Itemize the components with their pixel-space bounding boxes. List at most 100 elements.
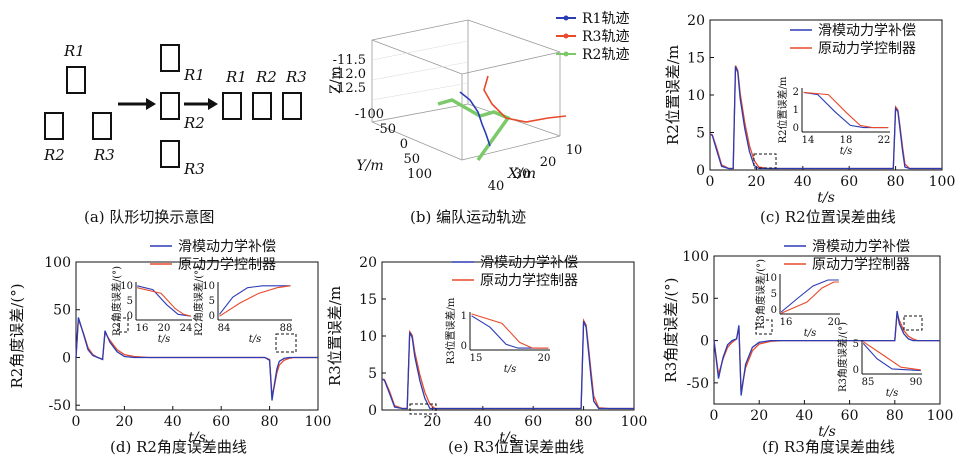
z-tick-label: -11.5	[333, 53, 366, 68]
inset-curve	[219, 285, 291, 315]
plot-frame-d	[75, 261, 319, 411]
inset-x-tick-label: 15	[470, 353, 483, 364]
y-axis-label: R2位置误差/m	[664, 45, 682, 145]
zoom-box	[275, 333, 297, 353]
inset-x-label: t/s	[840, 146, 853, 157]
legend-marker	[563, 33, 569, 39]
legend-entry: 原动力学控制器	[812, 257, 910, 273]
robot-r2-icon	[160, 92, 180, 120]
x-tick-label: 20	[540, 155, 557, 170]
y-tick-label: 5	[696, 126, 705, 142]
robot-r2-icon	[44, 112, 64, 140]
x-tick-label: 40	[795, 408, 813, 424]
x-tick-label: 100	[305, 414, 332, 430]
arrow-right-icon	[118, 98, 156, 110]
z-tick-label: -12.5	[333, 81, 366, 96]
inset-x-tick-label: 24	[180, 323, 193, 334]
inset-curve	[471, 315, 549, 349]
inset-y-tick-label: 2	[793, 87, 799, 98]
x-tick-label: 80	[886, 408, 904, 424]
inset-y-tick-label: 1	[793, 105, 799, 116]
y-tick-label: 5	[368, 366, 377, 382]
legend-entry: 原动力学控制器	[818, 41, 916, 57]
x-tick-label: 40	[488, 179, 505, 194]
x-tick-label: 20	[423, 414, 441, 430]
inset-x-tick-label: 20	[158, 323, 171, 334]
y-tick-label: -100	[355, 107, 384, 122]
x-tick-label: 100	[929, 174, 956, 190]
inset-curve	[780, 279, 839, 313]
inset-y-tick-label: 10	[120, 281, 133, 292]
legend-entry: R2轨迹	[582, 47, 629, 63]
x-tick-label: 100	[621, 414, 648, 430]
inset-x-label: t/s	[504, 364, 517, 375]
y-tick-label: 0	[62, 350, 71, 366]
inset-y-tick-label: 0	[209, 311, 215, 322]
robot-r2-icon	[252, 92, 272, 120]
x-tick-label: 80	[261, 414, 279, 430]
inset-curve	[219, 285, 291, 317]
axis-box-edge	[461, 51, 561, 75]
r1-trajectory	[459, 91, 491, 147]
robot-r3-icon	[92, 112, 112, 140]
caption-c: (c) R2位置误差曲线	[760, 208, 896, 226]
x-tick-label: 60	[841, 408, 859, 424]
series-line-orig	[713, 313, 940, 392]
y-tick-label: 20	[359, 255, 377, 271]
inset-x-tick-label: 22	[878, 135, 891, 146]
inset-y-label: R2位置误差/m	[776, 76, 789, 143]
y-axis-label: R3角度误差/(°)	[662, 277, 680, 382]
y-tick-label: 10	[359, 329, 377, 345]
series-line-smc	[709, 66, 942, 170]
caption-e: (e) R3位置误差曲线	[448, 438, 585, 456]
zoom-box	[755, 319, 773, 335]
caption-a: (a) 队形切换示意图	[84, 208, 215, 226]
inset-x-tick-label: 14	[802, 135, 815, 146]
robot-r1-icon	[222, 92, 242, 120]
label-r3: R3	[184, 160, 205, 178]
x-tick-label: 100	[927, 408, 954, 424]
y-tick-label: 100	[682, 249, 709, 265]
label-r2: R2	[256, 68, 277, 86]
r3-trajectory	[483, 75, 567, 123]
y-tick-label: 100	[407, 167, 432, 182]
zoom-box	[409, 403, 437, 415]
x-tick-label: 0	[710, 408, 719, 424]
x-tick-label: 30	[514, 167, 531, 182]
y-tick-label: 15	[359, 292, 377, 308]
y-tick-label: 100	[44, 255, 71, 271]
x-tick-label: 40	[794, 174, 812, 190]
inset-x-tick-label: 90	[910, 377, 923, 388]
x-tick-label: 20	[750, 408, 768, 424]
inset-curve	[803, 91, 889, 129]
inset-y-tick-label: 5	[209, 296, 215, 307]
axis-box-edge	[371, 19, 469, 41]
inset-y-tick-label: 0	[771, 305, 777, 316]
x-axis-label: t/s	[817, 190, 835, 206]
zoom-box	[753, 153, 777, 169]
inset-y-tick-label: 0	[127, 311, 133, 322]
inset-x-label: t/s	[886, 388, 899, 399]
y-tick-label: 50	[53, 303, 71, 319]
series-line-smc	[713, 310, 940, 396]
y-tick-label: 0	[400, 137, 408, 152]
axis-box-edge	[371, 103, 469, 123]
legend-entry: 滑模动力学补偿	[818, 22, 916, 39]
inset-y-tick-label: 10	[764, 273, 777, 284]
inset-y-tick-label: 0	[853, 365, 859, 376]
inset-y-tick-label: 1	[461, 311, 467, 322]
inset-x-tick-label: 20	[538, 353, 551, 364]
legend-marker	[563, 15, 569, 21]
x-tick-label: 60	[840, 174, 858, 190]
label-r1: R1	[64, 42, 85, 60]
inset-y-tick-label: 5	[853, 339, 859, 350]
inset-y-tick-label: 10	[202, 281, 215, 292]
x-tick-label: 60	[524, 414, 542, 430]
inset-curve	[136, 287, 192, 317]
y-tick-label: -50	[48, 398, 71, 414]
inset-y-label: R2角度误差/(°)	[110, 266, 123, 336]
inset-y-tick-label: 5	[127, 296, 133, 307]
legend-marker	[563, 51, 569, 57]
y-tick-label: 20	[687, 13, 705, 29]
x-axis-label: t/s	[188, 430, 206, 446]
